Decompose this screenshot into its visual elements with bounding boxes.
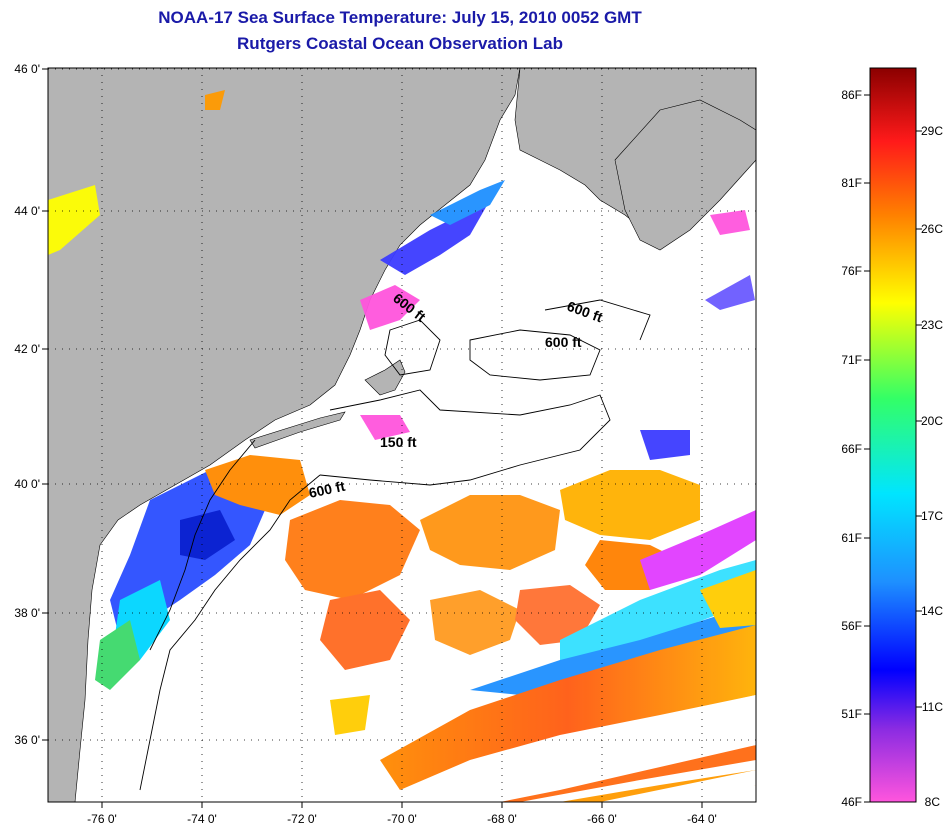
lon-tick-label: -68 0': [487, 812, 517, 826]
lon-tick-label: -70 0': [387, 812, 417, 826]
lat-tick-label: 44 0': [14, 204, 40, 218]
lat-tick-label: 38 0': [14, 606, 40, 620]
lon-tick-label: -74 0': [187, 812, 217, 826]
colorbar-c-label: 14C: [921, 604, 943, 618]
colorbar-f-label: 71F: [841, 353, 862, 367]
colorbar-f-label: 51F: [841, 707, 862, 721]
lon-tick-label: -76 0': [87, 812, 117, 826]
colorbar-f-label: 46F: [841, 795, 862, 809]
lat-tick-label: 42 0': [14, 342, 40, 356]
colorbar-f-label: 66F: [841, 442, 862, 456]
colorbar-c-label: 8C: [925, 795, 941, 809]
colorbar-f-label: 56F: [841, 619, 862, 633]
lon-tick-label: -64 0': [687, 812, 717, 826]
colorbar-f-label: 81F: [841, 176, 862, 190]
bathymetry-contours: [139, 299, 651, 791]
map-title: NOAA-17 Sea Surface Temperature: July 15…: [158, 8, 642, 27]
contour-label: 600 ft: [307, 478, 346, 501]
colorbar-c-label: 17C: [921, 509, 943, 523]
lat-tick-label: 46 0': [14, 62, 40, 76]
lat-tick-label: 36 0': [14, 733, 40, 747]
land-mainland: [48, 68, 521, 802]
colorbar-c-label: 29C: [921, 124, 943, 138]
colorbar-c-label: 23C: [921, 318, 943, 332]
colorbar-c-label: 26C: [921, 222, 943, 236]
map-subtitle: Rutgers Coastal Ocean Observation Lab: [237, 34, 563, 53]
contour-label: 150 ft: [380, 434, 417, 450]
lon-tick-label: -72 0': [287, 812, 317, 826]
colorbar-c-label: 20C: [921, 414, 943, 428]
land-long-island: [249, 411, 346, 449]
colorbar-f-label: 76F: [841, 264, 862, 278]
colorbar-c-label: 11C: [922, 700, 943, 714]
lon-tick-label: -66 0': [587, 812, 617, 826]
colorbar: [869, 67, 917, 803]
contour-label: 600 ft: [545, 334, 582, 350]
land-cape-breton: [614, 99, 756, 251]
colorbar-f-label: 61F: [841, 531, 862, 545]
colorbar-f-label: 86F: [841, 88, 862, 102]
lat-tick-label: 40 0': [14, 477, 40, 491]
